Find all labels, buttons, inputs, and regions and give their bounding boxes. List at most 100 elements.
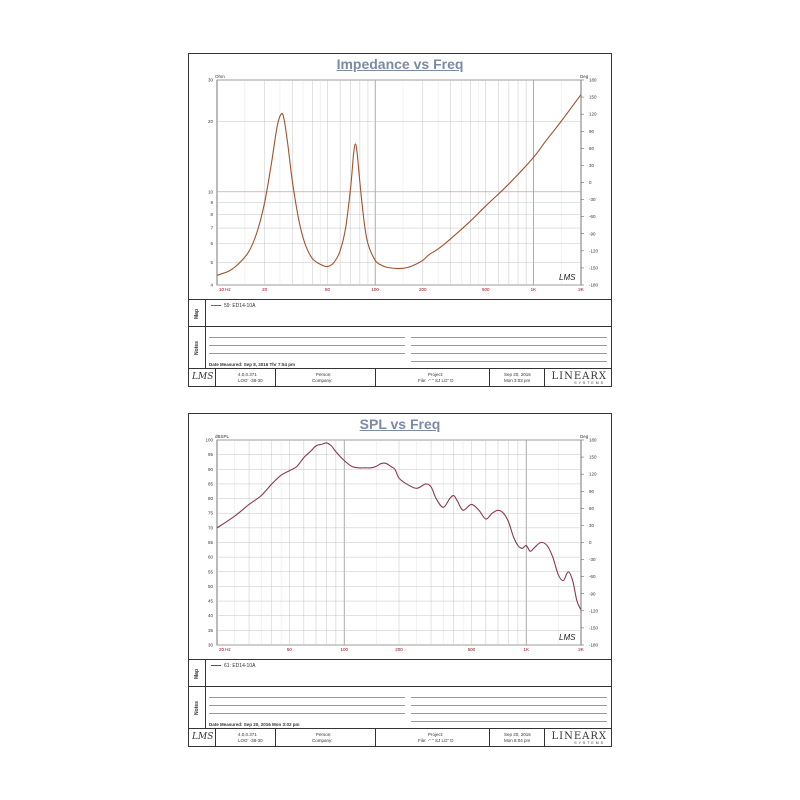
x-tick-label: 200	[419, 287, 427, 292]
y2-tick-label: 120	[589, 112, 597, 117]
y2-tick-label: 150	[589, 95, 597, 100]
y-tick-label: 60	[208, 555, 214, 560]
x-grid	[244, 80, 562, 285]
y2-tick-label: -60	[589, 214, 596, 219]
y-tick-label: 35	[208, 628, 214, 633]
y-axis-label: Ohm	[215, 74, 225, 79]
y-tick-label: 4	[210, 283, 213, 288]
y-tick-label: 70	[208, 525, 214, 530]
y-tick-label: 90	[208, 467, 214, 472]
y-tick-label: 65	[208, 540, 214, 545]
y-tick-label: 85	[208, 481, 214, 486]
x-tick-label: 2K	[578, 287, 584, 292]
y-grid: 100 95 90 85 80 75 70 65 60 55 50 45 40 35 30 180 150 120…	[205, 438, 598, 648]
impedance-panel: Impedance vs Freq 30 20 10 9 8 7 6 5 4 180 150 120 9…	[188, 53, 612, 387]
legend: 61: ED14-10A	[211, 663, 255, 669]
lms-logo: LMS	[192, 732, 214, 742]
y-tick-label: 9	[210, 200, 213, 205]
project: Project:	[428, 372, 444, 377]
series-line	[216, 94, 582, 276]
series-61: ED14-10A	[216, 442, 582, 611]
notes-section: Notes Date Measured: Sep 8, 2016 Thr 7:5…	[189, 326, 611, 369]
y2-tick-label: -30	[589, 197, 596, 202]
series-line	[216, 442, 582, 611]
y-tick-label: 8	[210, 212, 213, 217]
time: Mon 3:03 pm	[504, 378, 531, 383]
y-tick-label: 50	[208, 584, 214, 589]
date: Sep 20, 2016	[504, 732, 531, 737]
x-tick-label: 100	[371, 287, 379, 292]
y2-tick-label: -30	[589, 557, 596, 562]
y2-axis-label: Deg	[580, 74, 589, 79]
y2-tick-label: 0	[589, 540, 592, 545]
chart-title: Impedance vs Freq	[336, 56, 464, 72]
lms-watermark: LMS	[559, 273, 576, 282]
y-tick-label: 20	[208, 119, 214, 124]
map-section: Map 61: ED14-10A	[189, 659, 611, 687]
y2-tick-label: -120	[589, 608, 599, 613]
map-label: Map	[194, 308, 200, 319]
x-tick-label: 20 Hz	[219, 647, 232, 652]
series-59: ED14-10A	[216, 94, 582, 276]
x-tick-label: 10 Hz	[219, 287, 232, 292]
y-grid: 30 20 10 9 8 7 6 5 4 180 150 120 90 60 30 0 -30 -60 -90 -12…	[208, 78, 599, 288]
lms-watermark: LMS	[559, 633, 576, 642]
y-tick-label: 6	[210, 241, 213, 246]
x-tick-label: 2K	[578, 647, 584, 652]
y2-tick-label: -150	[589, 625, 599, 630]
project: Project:	[428, 732, 444, 737]
x-tick-label: 500	[482, 287, 490, 292]
y2-tick-label: 150	[589, 455, 597, 460]
map-section: Map 59: ED14-10A	[189, 299, 611, 327]
linearx-logo: LINEARX	[551, 731, 607, 742]
notes-section: Notes Date Measured: Sep 20, 2016 Mon 3:…	[189, 686, 611, 729]
chart-title: SPL vs Freq	[359, 416, 441, 432]
x-tick-label: 20	[262, 287, 268, 292]
version2: LOG' -38-30	[238, 738, 263, 743]
y-tick-label: 95	[208, 452, 214, 457]
x-tick-label: 1K	[523, 647, 529, 652]
company: Company:	[312, 738, 333, 743]
y2-axis-label: Deg	[580, 434, 589, 439]
x-tick-label: 50	[325, 287, 331, 292]
y-tick-label: 7	[210, 226, 213, 231]
y2-tick-label: 120	[589, 472, 597, 477]
y2-tick-label: 90	[589, 489, 595, 494]
legend-swatch	[211, 665, 221, 667]
footer: LMS 4.0.0.371 LOG' -38-30 Person: Compan…	[189, 368, 611, 386]
y-tick-label: 30	[208, 643, 214, 648]
linearx-sub: SYSTEMS	[574, 381, 605, 385]
y-tick-label: 55	[208, 569, 214, 574]
y2-tick-label: 180	[589, 78, 597, 83]
version: 4.0.0.371	[238, 372, 257, 377]
y-tick-label: 40	[208, 613, 214, 618]
person: Person:	[316, 732, 332, 737]
y-tick-label: 30	[208, 78, 214, 83]
legend-swatch	[211, 305, 221, 307]
y2-tick-label: -180	[589, 283, 599, 288]
y2-tick-label: 60	[589, 506, 595, 511]
map-label: Map	[194, 668, 200, 679]
y2-tick-label: -150	[589, 265, 599, 270]
x-tick-label: 1K	[531, 287, 537, 292]
file: File: -" " SJ LG" D	[418, 378, 454, 383]
y-axis-label: dBSPL	[215, 434, 230, 439]
plot-area	[216, 79, 582, 286]
y2-tick-label: -180	[589, 643, 599, 648]
y-tick-label: 10	[208, 189, 214, 194]
y2-tick-label: -90	[589, 231, 596, 236]
lms-logo: LMS	[192, 372, 214, 382]
legend-label: 61: ED14-10A	[224, 663, 256, 669]
file: File: -" " SJ LG" D	[418, 738, 454, 743]
x-tick-label: 50	[287, 647, 293, 652]
x-tick-label: 500	[468, 647, 476, 652]
time: Mon 8:04 pm	[504, 738, 531, 743]
date-measured: Date Measured: Sep 8, 2016 Thr 7:54 pm	[209, 362, 296, 367]
legend: 59: ED14-10A	[211, 303, 255, 309]
y-tick-label: 75	[208, 511, 214, 516]
y2-tick-label: -60	[589, 574, 596, 579]
x-ticks: 10 Hz 20 50 100 200 500 1K 2K	[219, 287, 584, 292]
date-measured: Date Measured: Sep 20, 2016 Mon 3:02 pm	[209, 722, 300, 727]
version2: LOG' -38-30	[238, 378, 263, 383]
person: Person:	[316, 372, 332, 377]
